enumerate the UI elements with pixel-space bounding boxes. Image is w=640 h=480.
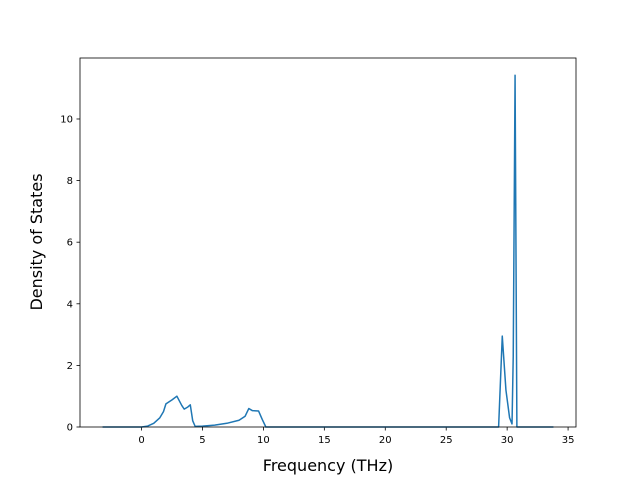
y-tick-label: 6 xyxy=(67,238,73,249)
plot-frame xyxy=(79,57,577,428)
y-tick-label: 10 xyxy=(60,114,73,125)
x-tick-label: 25 xyxy=(440,435,453,446)
y-tick-label: 8 xyxy=(67,176,73,187)
x-tick-label: 10 xyxy=(257,435,270,446)
dos-line xyxy=(102,74,554,428)
x-tick-label: 20 xyxy=(379,435,392,446)
x-tick-label: 15 xyxy=(318,435,331,446)
y-axis-label: Density of States xyxy=(27,173,46,310)
y-tick-label: 2 xyxy=(67,361,73,372)
x-tick-label: 5 xyxy=(199,435,205,446)
x-axis-label: Frequency (THz) xyxy=(263,456,393,475)
x-tick-label: 0 xyxy=(138,435,144,446)
y-tick-label: 4 xyxy=(67,299,73,310)
x-tick-label: 30 xyxy=(501,435,514,446)
y-tick-label: 0 xyxy=(67,423,73,434)
x-tick-label: 35 xyxy=(562,435,575,446)
